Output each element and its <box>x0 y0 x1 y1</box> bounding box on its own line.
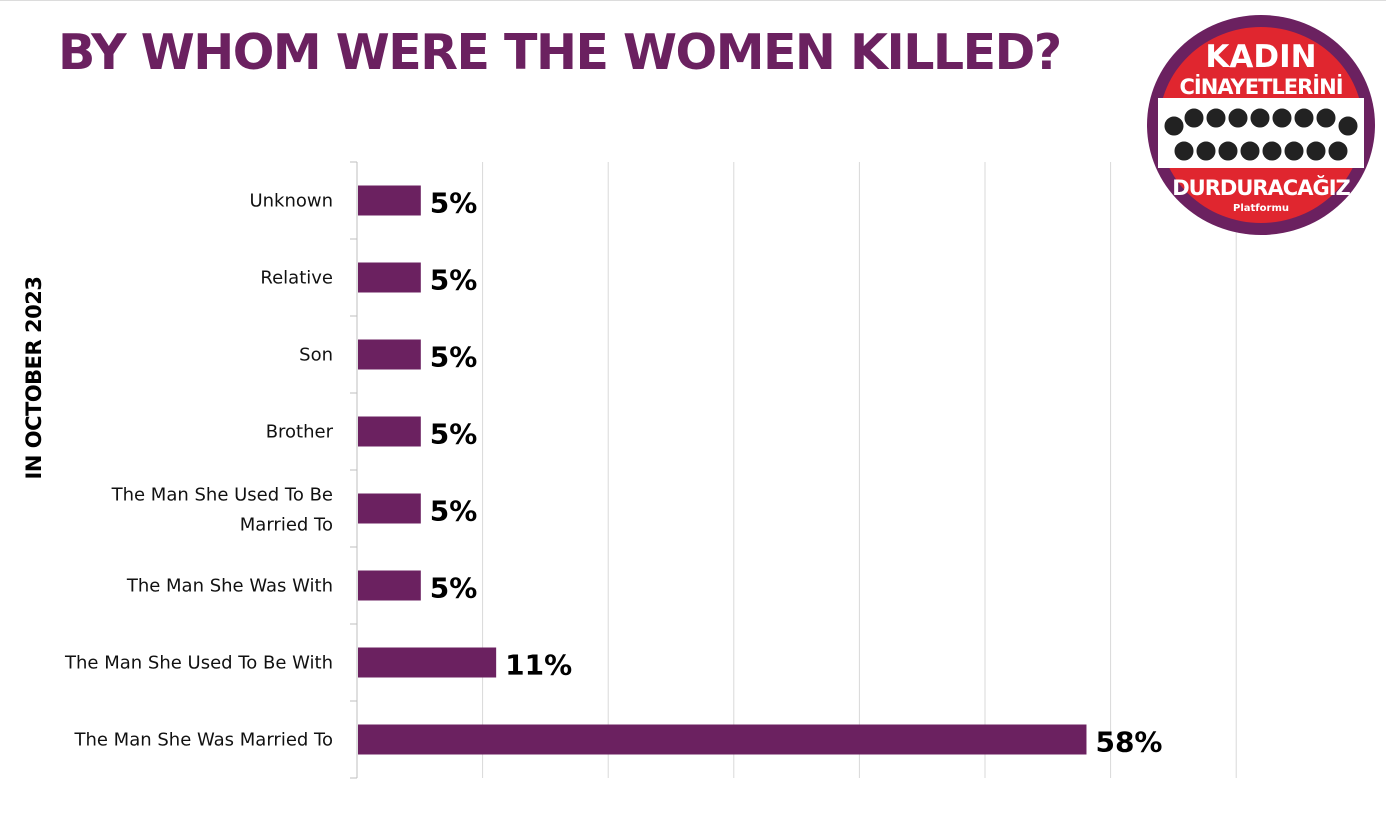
category-label: Son <box>299 345 333 366</box>
bar <box>358 493 421 524</box>
data-label: 58% <box>1095 726 1162 759</box>
top-rule <box>0 0 1386 1</box>
platform-logo: KADIN CİNAYETLERİNİ DURDURACAĞIZ Platfor… <box>1147 15 1375 235</box>
data-label: 5% <box>430 495 478 528</box>
category-label: Brother <box>266 422 334 443</box>
logo-line-4: Platformu <box>1233 203 1289 214</box>
bar <box>358 185 421 216</box>
data-label: 11% <box>505 649 572 682</box>
bar <box>358 339 421 370</box>
logo-line-1: KADIN <box>1205 39 1316 75</box>
logo-line-2: CİNAYETLERİNİ <box>1179 74 1342 99</box>
category-label: Unknown <box>249 191 333 212</box>
bar <box>358 570 421 601</box>
bar <box>358 647 497 678</box>
category-label: The Man She Used To Be Married To <box>111 485 333 536</box>
data-label: 5% <box>430 418 478 451</box>
data-label: 5% <box>430 341 478 374</box>
faces-illustration-icon <box>1164 108 1358 161</box>
data-label: 5% <box>430 187 478 220</box>
category-label: The Man She Was With <box>126 576 333 597</box>
bar <box>358 724 1087 755</box>
category-label: The Man She Was Married To <box>73 730 333 751</box>
bar <box>358 262 421 293</box>
category-label: The Man She Used To Be With <box>64 653 333 674</box>
bar <box>358 416 421 447</box>
chart-title: BY WHOM WERE THE WOMEN KILLED? <box>58 24 1062 81</box>
logo-line-3: DURDURACAĞIZ <box>1172 175 1350 200</box>
category-label: Relative <box>260 268 333 289</box>
data-label: 5% <box>430 572 478 605</box>
data-label: 5% <box>430 264 478 297</box>
